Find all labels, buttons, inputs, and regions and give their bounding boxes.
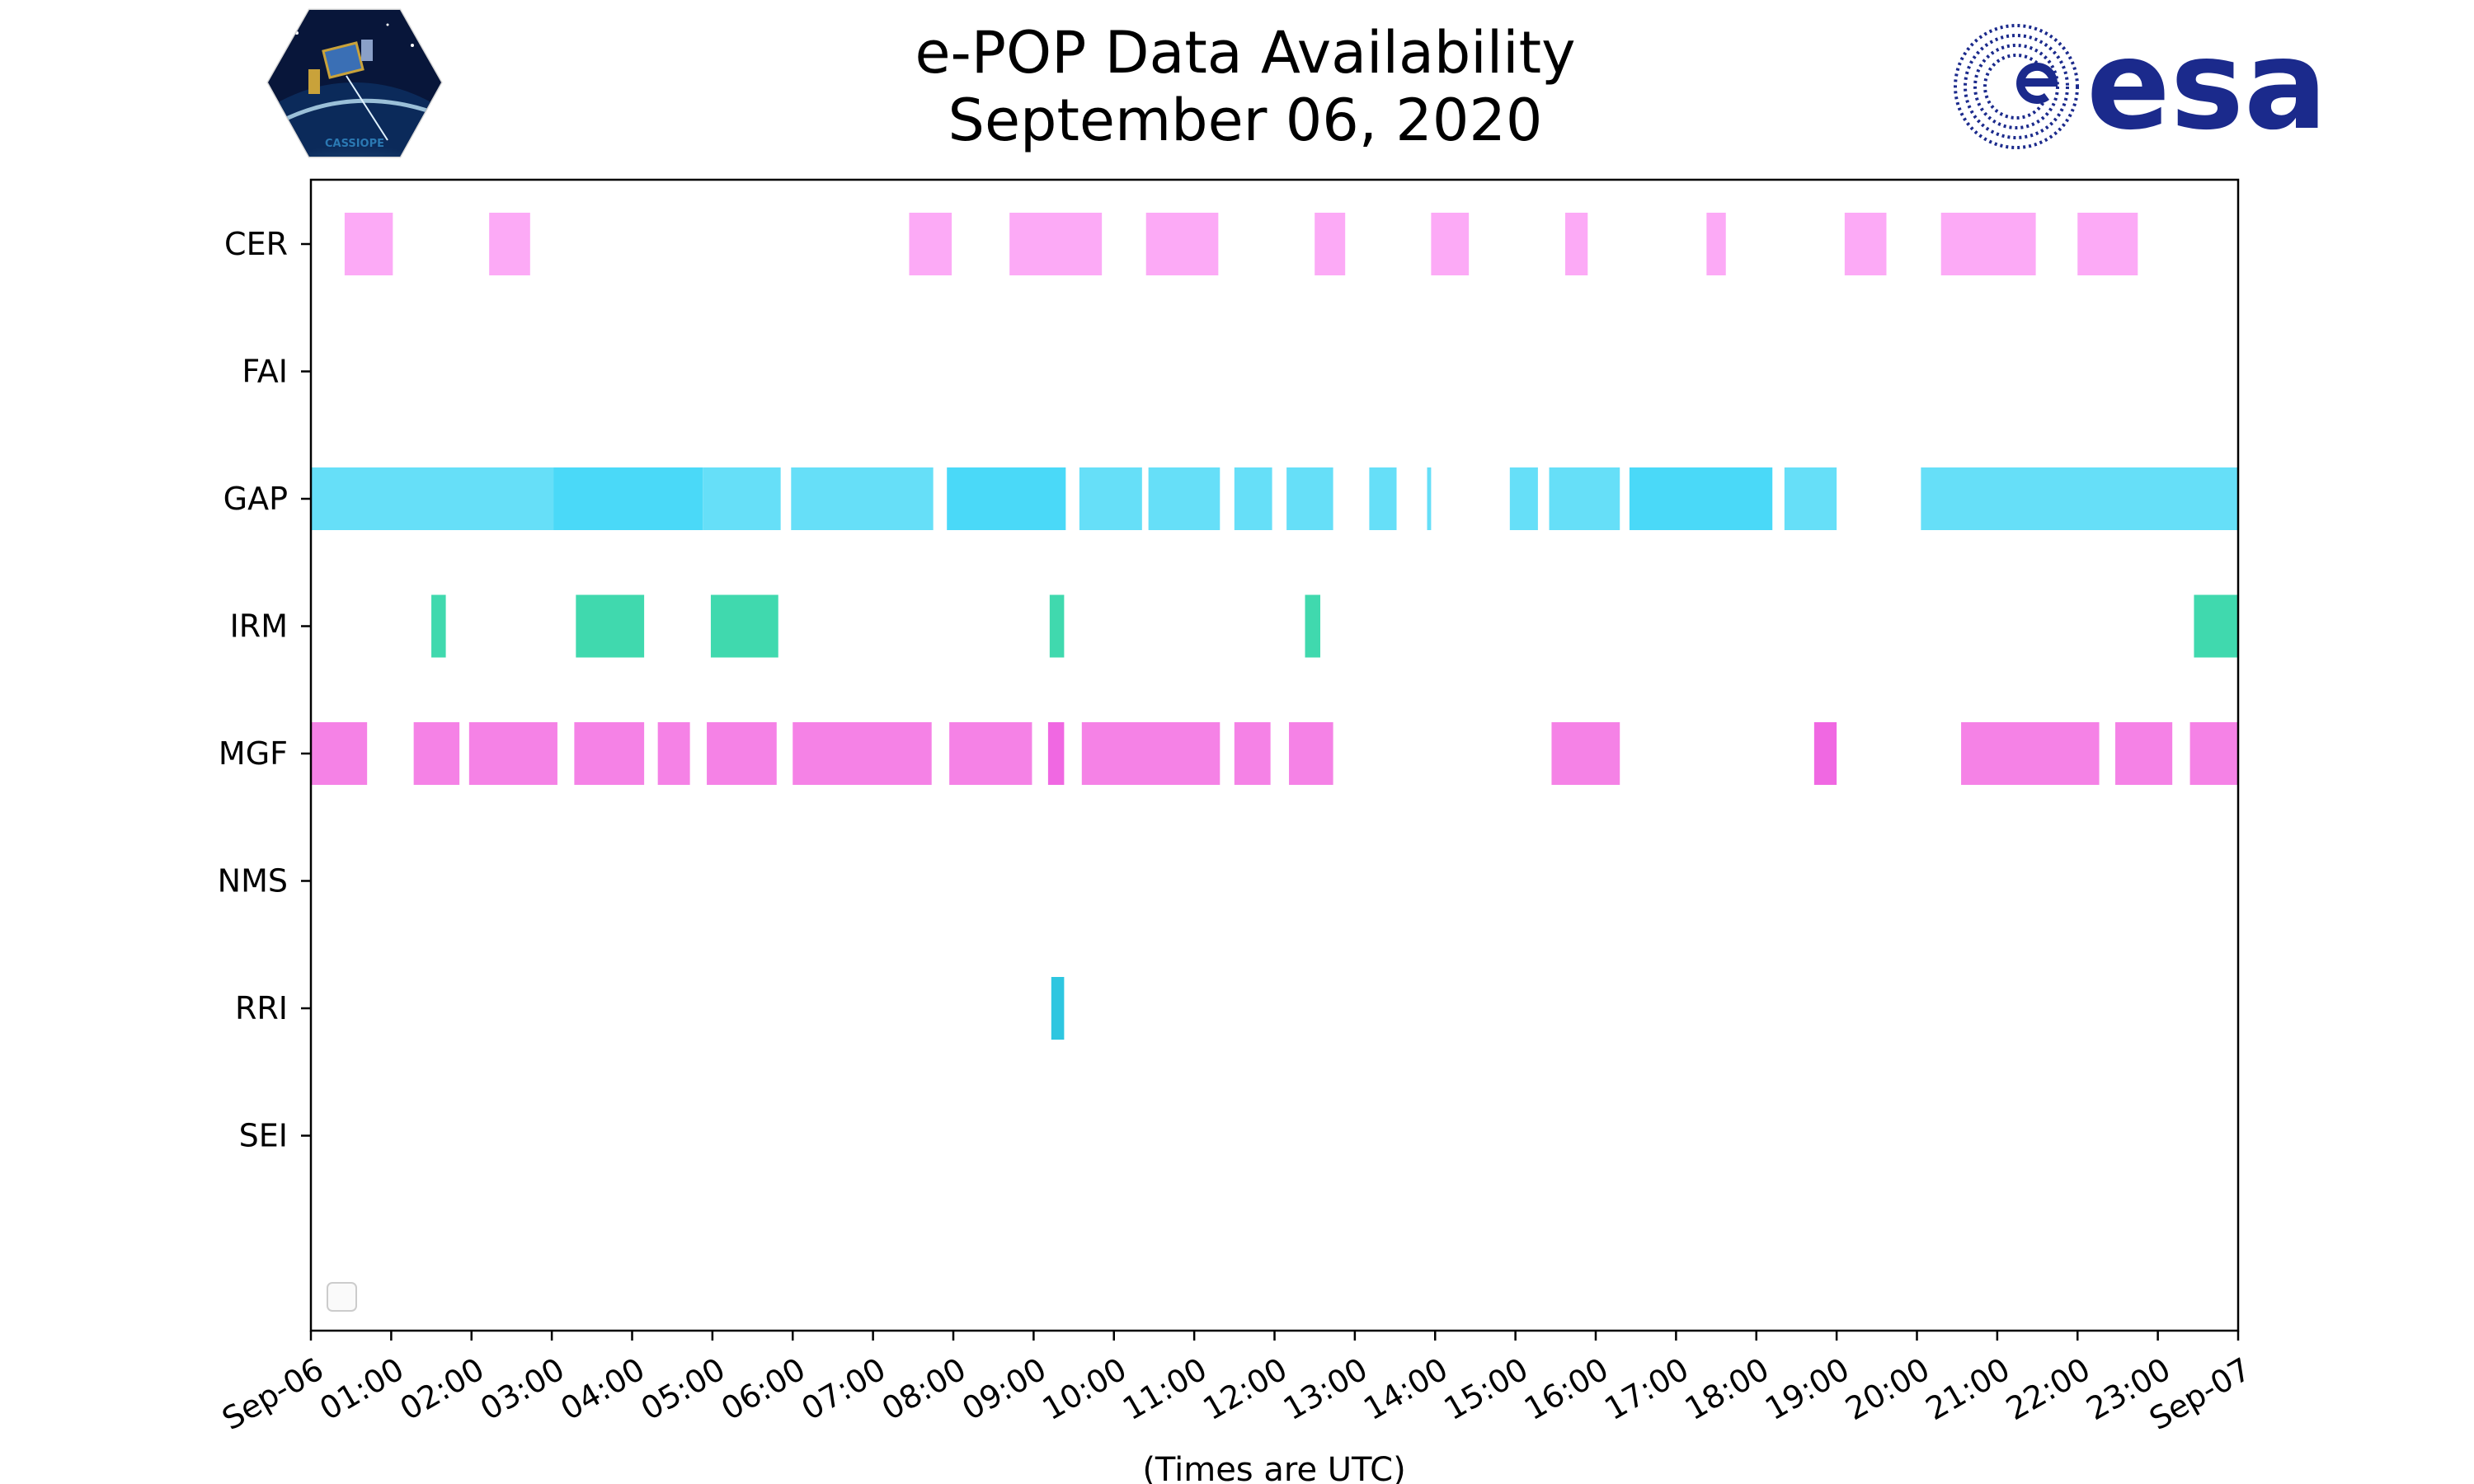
y-tick-label-mgf: MGF [219,735,288,772]
bar-mgf-5 [707,722,777,785]
bar-cer-4 [1145,213,1219,275]
chart-title-line-2: September 06, 2020 [948,87,1543,154]
x-tick-label-1: 01:00 [313,1350,410,1427]
bar-cer-3 [1009,213,1103,275]
bar-irm-0 [431,594,446,658]
bar-gap-8 [1286,467,1333,530]
x-tick-label-10: 10:00 [1037,1350,1133,1427]
x-tick-label-20: 20:00 [1839,1350,1935,1427]
bar-mgf-7 [949,722,1032,785]
bar-cer-6 [1431,213,1470,275]
x-tick-label-0: Sep-06 [216,1350,330,1437]
y-axis: CER FAI GAP IRM MGF NMS RRI SEI [218,226,311,1154]
bar-mgf-9 [1081,722,1221,785]
bar-gap-10 [1427,467,1432,530]
esa-wordmark: esa [2086,14,2327,157]
x-tick-label-21: 21:00 [1920,1350,2016,1427]
bar-gap-5 [1079,467,1142,530]
bar-cer-10 [1940,213,2036,275]
y-tick-label-gap: GAP [223,481,288,517]
esa-swirl-icon [1954,24,2079,149]
x-tick-label-19: 19:00 [1759,1350,1856,1427]
bar-gap-7 [1234,467,1272,530]
bar-cer-11 [2077,213,2138,275]
bar-irm-3 [1049,594,1065,658]
bar-irm-2 [710,594,778,658]
bar-cer-0 [344,213,393,275]
bar-cer-8 [1706,213,1726,275]
x-axis-label: (Times are UTC) [1142,1451,1405,1484]
x-tick-label-18: 18:00 [1679,1350,1776,1427]
y-tick-label-cer: CER [224,226,288,262]
bar-mgf-4 [657,722,690,785]
y-tick-label-fai: FAI [242,354,288,390]
bar-gap-3 [791,467,934,530]
bar-gap-0 [311,467,554,530]
bar-mgf-10 [1234,722,1271,785]
bar-cer-1 [489,213,530,275]
bar-cer-5 [1315,213,1346,275]
y-tick-label-irm: IRM [230,608,288,645]
empty-legend-box [327,1282,357,1312]
x-tick-label-13: 13:00 [1277,1350,1374,1427]
bar-mgf-15 [2115,722,2173,785]
bar-gap-11 [1509,467,1538,530]
x-tick-label-17: 17:00 [1598,1350,1695,1427]
x-tick-label-9: 09:00 [956,1350,1052,1427]
x-tick-label-5: 05:00 [635,1350,731,1427]
x-tick-label-3: 03:00 [474,1350,571,1427]
satellite-icon [308,40,388,141]
x-tick-label-6: 06:00 [715,1350,811,1427]
bar-mgf-12 [1551,722,1620,785]
x-tick-label-11: 11:00 [1117,1350,1213,1427]
bar-cer-7 [1565,213,1588,275]
x-tick-label-8: 08:00 [876,1350,972,1427]
chart-title-line-1: e-POP Data Availability [915,19,1575,87]
interval-bars [311,213,2238,1040]
x-tick-label-12: 12:00 [1197,1350,1293,1427]
plot-area: CER FAI GAP IRM MGF NMS RRI SEI Sep-0601:0002:0… [216,178,2257,1437]
bar-mgf-13 [1813,722,1837,785]
bar-irm-5 [2194,594,2238,658]
bar-mgf-14 [1961,722,2100,785]
bar-cer-2 [909,213,952,275]
bar-mgf-3 [574,722,645,785]
bar-gap-6 [1148,467,1221,530]
bar-mgf-1 [413,722,460,785]
bar-gap-14 [1784,467,1837,530]
y-tick-label-rri: RRI [235,990,288,1026]
bar-mgf-11 [1289,722,1333,785]
bar-gap-1 [553,467,703,530]
bar-gap-4 [947,467,1066,530]
bar-mgf-0 [311,722,368,785]
x-tick-label-4: 04:00 [554,1350,651,1427]
bar-irm-4 [1305,594,1320,658]
y-tick-label-sei: SEI [239,1118,288,1154]
x-tick-label-16: 16:00 [1518,1350,1615,1427]
x-axis: Sep-0601:0002:0003:0004:0005:0006:0007:0… [216,1331,2257,1437]
bar-gap-15 [1921,467,2238,530]
bar-mgf-16 [2189,722,2238,785]
x-tick-label-15: 15:00 [1438,1350,1535,1427]
bar-gap-12 [1549,467,1620,530]
bar-gap-2 [703,467,781,530]
cassiope-logo: CASSIOPE [266,8,443,158]
bar-mgf-2 [468,722,557,785]
bar-gap-9 [1369,467,1397,530]
bar-mgf-6 [793,722,932,785]
bar-rri-0 [1051,977,1065,1040]
x-tick-label-14: 14:00 [1357,1350,1454,1427]
cassiope-caption: CASSIOPE [325,138,384,150]
x-tick-label-2: 02:00 [394,1350,491,1427]
esa-logo: esa [1954,14,2327,157]
bar-irm-1 [576,594,645,658]
bar-mgf-8 [1047,722,1065,785]
x-tick-label-7: 07:00 [796,1350,892,1427]
x-tick-label-22: 22:00 [2000,1350,2096,1427]
bar-gap-13 [1629,467,1773,530]
bar-cer-9 [1844,213,1887,275]
y-tick-label-nms: NMS [218,863,288,899]
